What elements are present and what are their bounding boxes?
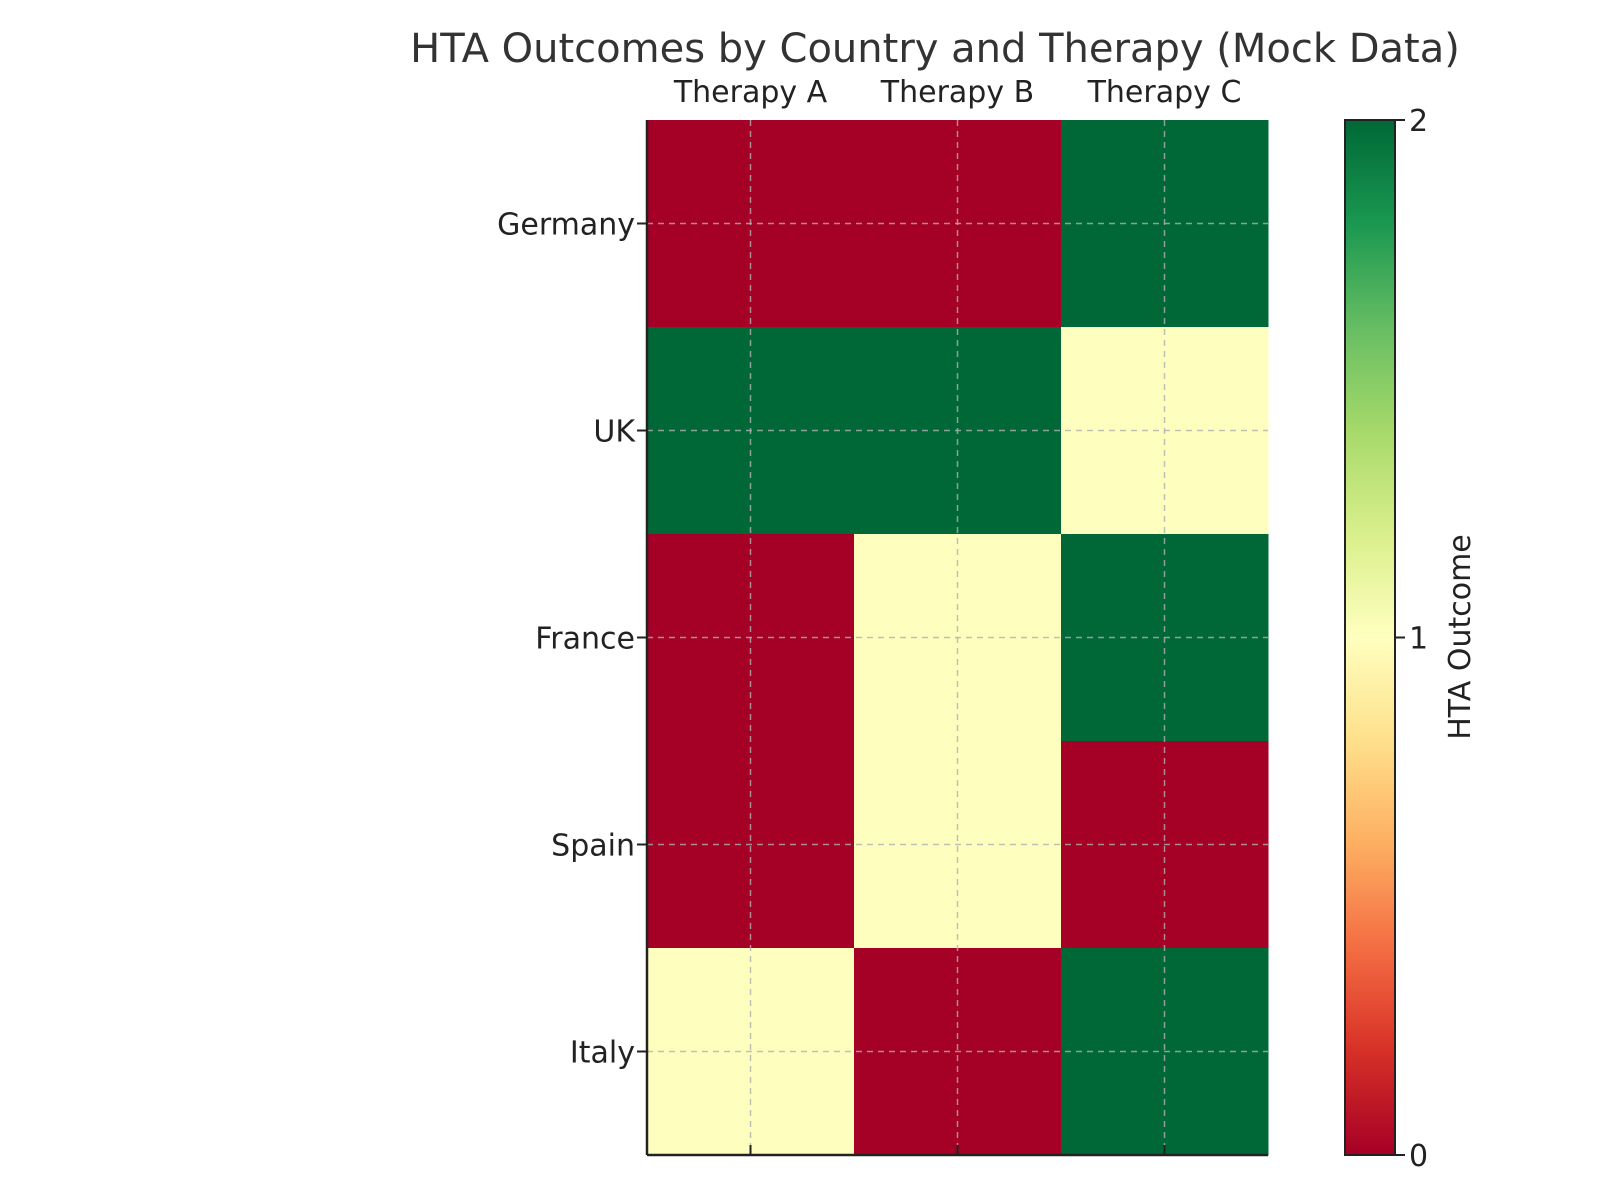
y-tick-labels: Germany UK France Spain Italy — [497, 208, 636, 1071]
y-tick-label: Italy — [570, 1036, 635, 1071]
chart-title: HTA Outcomes by Country and Therapy (Moc… — [410, 26, 1460, 72]
y-tick-label: Germany — [497, 208, 635, 243]
colorbar-tick-label: 2 — [1409, 104, 1428, 139]
axes — [637, 120, 1268, 1157]
colorbar-gradient — [1344, 119, 1396, 1156]
y-tick-label: Spain — [551, 829, 635, 864]
colorbar-label: HTA Outcome — [1443, 534, 1478, 740]
x-tick-label: Therapy B — [880, 75, 1034, 110]
grid-lines — [647, 120, 1268, 1155]
x-tick-label: Therapy C — [1087, 75, 1242, 110]
x-tick-label: Therapy A — [673, 75, 828, 110]
y-tick-label: France — [535, 622, 635, 657]
x-tick-labels: Therapy A Therapy B Therapy C — [673, 75, 1242, 110]
y-tick-label: UK — [593, 415, 636, 450]
colorbar-ticks: 0 1 2 — [1395, 104, 1428, 1174]
colorbar-tick-label: 0 — [1409, 1139, 1428, 1174]
colorbar: 0 1 2 HTA Outcome — [1344, 104, 1478, 1174]
colorbar-tick-label: 1 — [1409, 622, 1428, 657]
